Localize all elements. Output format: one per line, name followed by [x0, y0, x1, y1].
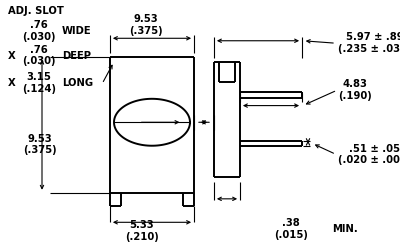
Text: LONG: LONG [62, 78, 93, 88]
Text: MIN.: MIN. [332, 224, 358, 234]
Text: ADJ. SLOT: ADJ. SLOT [8, 6, 64, 16]
Text: X: X [8, 78, 16, 88]
Text: 4.83
(.190): 4.83 (.190) [338, 79, 372, 101]
Text: WIDE: WIDE [62, 26, 92, 36]
Text: X: X [8, 51, 16, 61]
Text: 3.15
(.124): 3.15 (.124) [22, 72, 56, 94]
Text: 9.53
(.375): 9.53 (.375) [129, 14, 163, 36]
Text: .38
(.015): .38 (.015) [274, 218, 308, 240]
Text: .76
(.030): .76 (.030) [22, 20, 56, 42]
Text: .51 ± .05
(.020 ± .002): .51 ± .05 (.020 ± .002) [338, 144, 400, 165]
Text: .76
(.030): .76 (.030) [22, 45, 56, 66]
Text: 5.33
(.210): 5.33 (.210) [125, 220, 159, 242]
Text: 9.53
(.375): 9.53 (.375) [23, 134, 57, 155]
Text: 5.97 ± .89
(.235 ± .035): 5.97 ± .89 (.235 ± .035) [338, 32, 400, 54]
Text: DEEP: DEEP [62, 51, 91, 61]
